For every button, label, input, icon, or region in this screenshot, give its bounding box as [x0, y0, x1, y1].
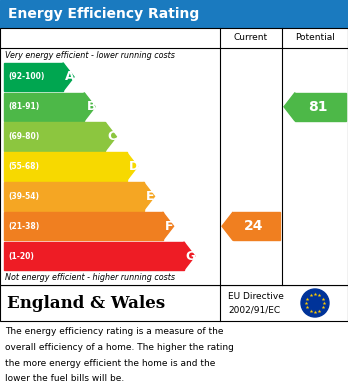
Polygon shape: [284, 93, 295, 121]
Text: D: D: [128, 160, 139, 173]
Bar: [4, 182, 143, 210]
Polygon shape: [105, 122, 116, 151]
Text: Energy Efficiency Rating: Energy Efficiency Rating: [8, 7, 199, 21]
Text: Current: Current: [234, 34, 268, 43]
Polygon shape: [163, 212, 174, 240]
Text: F: F: [165, 220, 174, 233]
Bar: [233, 212, 280, 240]
Text: the more energy efficient the home is and the: the more energy efficient the home is an…: [5, 359, 215, 368]
Text: lower the fuel bills will be.: lower the fuel bills will be.: [5, 374, 124, 383]
Polygon shape: [184, 242, 195, 270]
Text: C: C: [108, 130, 117, 143]
Bar: [4, 212, 163, 240]
Text: (81-91): (81-91): [8, 102, 39, 111]
Bar: [0, 285, 348, 321]
Polygon shape: [127, 152, 137, 181]
Polygon shape: [143, 182, 155, 210]
Bar: [295, 93, 346, 121]
Text: E: E: [146, 190, 155, 203]
Text: England & Wales: England & Wales: [7, 294, 165, 312]
Bar: [4, 93, 84, 121]
Text: 24: 24: [244, 219, 263, 233]
Bar: [4, 122, 105, 151]
Text: B: B: [86, 100, 96, 113]
Text: (39-54): (39-54): [8, 192, 39, 201]
Text: overall efficiency of a home. The higher the rating: overall efficiency of a home. The higher…: [5, 343, 234, 352]
Bar: [4, 152, 127, 181]
Text: Not energy efficient - higher running costs: Not energy efficient - higher running co…: [5, 273, 175, 283]
Text: (1-20): (1-20): [8, 251, 34, 260]
Text: (69-80): (69-80): [8, 132, 39, 141]
Polygon shape: [63, 63, 74, 91]
Bar: [0, 0, 348, 28]
Text: The energy efficiency rating is a measure of the: The energy efficiency rating is a measur…: [5, 327, 223, 336]
Polygon shape: [84, 93, 95, 121]
Text: Very energy efficient - lower running costs: Very energy efficient - lower running co…: [5, 50, 175, 59]
Circle shape: [301, 289, 329, 317]
Polygon shape: [222, 212, 233, 240]
Text: (92-100): (92-100): [8, 72, 45, 81]
Text: EU Directive
2002/91/EC: EU Directive 2002/91/EC: [228, 292, 284, 314]
Text: 81: 81: [308, 100, 327, 114]
Text: (55-68): (55-68): [8, 162, 39, 171]
Bar: [0, 28, 348, 285]
Text: (21-38): (21-38): [8, 222, 39, 231]
Text: G: G: [186, 249, 196, 263]
Bar: [4, 63, 63, 91]
Text: A: A: [65, 70, 75, 83]
Text: Potential: Potential: [295, 34, 335, 43]
Bar: [4, 242, 184, 270]
